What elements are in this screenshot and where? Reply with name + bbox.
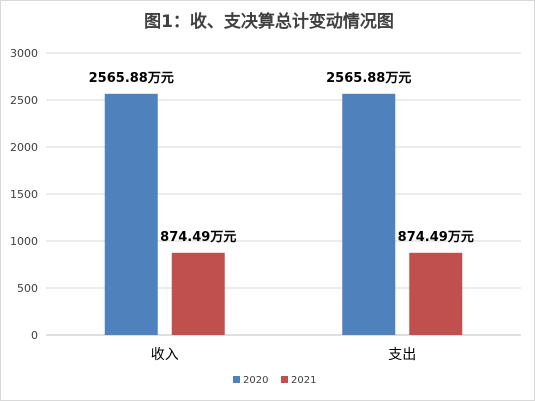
x-category-label: 收入 <box>151 347 179 363</box>
bar-2021-支出 <box>409 252 463 335</box>
bars <box>104 93 463 335</box>
legend-swatch <box>233 376 240 383</box>
legend-entry: 2021 <box>291 375 316 386</box>
data-labels: 2565.88万元 874.49万元 2565.88万元 874.49万元 <box>89 71 474 245</box>
legend-swatch <box>281 376 288 383</box>
y-tick-label: 2000 <box>10 141 38 154</box>
bar-2020-支出 <box>342 93 396 335</box>
y-tick-label: 1000 <box>10 235 38 248</box>
x-axis-categories: 收入 支出 <box>151 347 417 363</box>
data-label: 2565.88万元 <box>326 71 411 86</box>
data-label: 2565.88万元 <box>89 71 174 86</box>
legend-entry: 2020 <box>243 375 268 386</box>
y-tick-label: 0 <box>31 329 38 342</box>
y-tick-label: 500 <box>17 282 38 295</box>
bar-2021-收入 <box>171 252 225 335</box>
bar-2020-收入 <box>104 93 158 335</box>
data-label: 874.49万元 <box>160 230 236 245</box>
y-axis-ticks: 0 500 1000 1500 2000 2500 3000 <box>10 47 38 342</box>
legend: 2020 2021 <box>233 375 316 386</box>
chart-title: 图1：收、支决算总计变动情况图 <box>144 11 394 32</box>
y-tick-label: 2500 <box>10 94 38 107</box>
x-category-label: 支出 <box>388 347 416 363</box>
data-label: 874.49万元 <box>398 230 474 245</box>
y-tick-label: 3000 <box>10 47 38 60</box>
y-tick-label: 1500 <box>10 188 38 201</box>
